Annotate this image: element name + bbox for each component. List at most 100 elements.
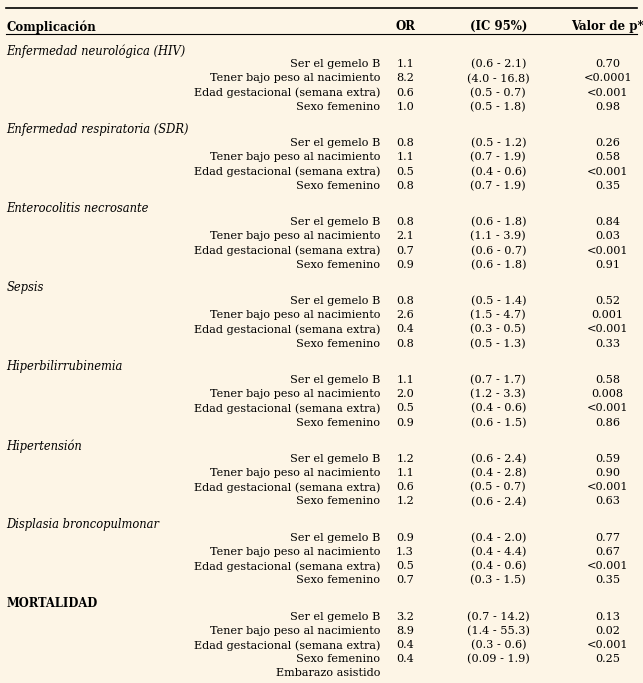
Text: Edad gestacional (semana extra): Edad gestacional (semana extra)	[194, 245, 381, 256]
Text: 2.1: 2.1	[396, 232, 414, 241]
Text: 0.98: 0.98	[595, 102, 620, 112]
Text: (0.7 - 14.2): (0.7 - 14.2)	[467, 612, 530, 622]
Text: 0.33: 0.33	[595, 339, 620, 348]
Text: 0.26: 0.26	[595, 138, 620, 148]
Text: 0.8: 0.8	[396, 138, 414, 148]
Text: (0.6 - 0.7): (0.6 - 0.7)	[471, 245, 526, 256]
Text: 0.13: 0.13	[595, 612, 620, 622]
Text: Sexo femenino: Sexo femenino	[296, 575, 381, 585]
Text: (0.3 - 0.5): (0.3 - 0.5)	[471, 324, 526, 335]
Text: Valor de p*: Valor de p*	[572, 20, 643, 33]
Text: 1.2: 1.2	[396, 454, 414, 464]
Text: Ser el gemelo B: Ser el gemelo B	[290, 217, 381, 227]
Text: 0.58: 0.58	[595, 375, 620, 385]
Text: 0.8: 0.8	[396, 217, 414, 227]
Text: 0.70: 0.70	[595, 59, 620, 69]
Text: <0.001: <0.001	[587, 482, 628, 492]
Text: (0.5 - 1.4): (0.5 - 1.4)	[471, 296, 526, 307]
Text: (0.3 - 1.5): (0.3 - 1.5)	[471, 575, 526, 586]
Text: Tener bajo peso al nacimiento: Tener bajo peso al nacimiento	[210, 152, 381, 163]
Text: Enterocolitis necrosante: Enterocolitis necrosante	[6, 202, 149, 215]
Text: (0.4 - 0.6): (0.4 - 0.6)	[471, 561, 526, 572]
Text: Ser el gemelo B: Ser el gemelo B	[290, 454, 381, 464]
Text: Sexo femenino: Sexo femenino	[296, 339, 381, 348]
Text: 0.02: 0.02	[595, 626, 620, 636]
Text: Ser el gemelo B: Ser el gemelo B	[290, 59, 381, 69]
Text: (0.4 - 4.4): (0.4 - 4.4)	[471, 547, 526, 557]
Text: Tener bajo peso al nacimiento: Tener bajo peso al nacimiento	[210, 389, 381, 399]
Text: (1.2 - 3.3): (1.2 - 3.3)	[471, 389, 526, 400]
Text: (IC 95%): (IC 95%)	[469, 20, 527, 33]
Text: (0.6 - 2.4): (0.6 - 2.4)	[471, 497, 526, 507]
Text: Hipertensión: Hipertensión	[6, 439, 82, 453]
Text: (0.5 - 1.8): (0.5 - 1.8)	[471, 102, 526, 112]
Text: 2.6: 2.6	[396, 310, 414, 320]
Text: 0.8: 0.8	[396, 296, 414, 306]
Text: 8.2: 8.2	[396, 74, 414, 83]
Text: 0.9: 0.9	[396, 533, 414, 543]
Text: Edad gestacional (semana extra): Edad gestacional (semana extra)	[194, 324, 381, 335]
Text: 0.9: 0.9	[396, 260, 414, 270]
Text: Sexo femenino: Sexo femenino	[296, 654, 381, 665]
Text: Ser el gemelo B: Ser el gemelo B	[290, 612, 381, 622]
Text: (0.4 - 2.8): (0.4 - 2.8)	[471, 468, 526, 478]
Text: Complicación: Complicación	[6, 20, 96, 33]
Text: (0.7 - 1.9): (0.7 - 1.9)	[471, 181, 526, 191]
Text: 0.6: 0.6	[396, 482, 414, 492]
Text: (0.5 - 0.7): (0.5 - 0.7)	[471, 482, 526, 492]
Text: 0.67: 0.67	[595, 547, 620, 557]
Text: Sexo femenino: Sexo femenino	[296, 102, 381, 112]
Text: 0.52: 0.52	[595, 296, 620, 306]
Text: 1.1: 1.1	[396, 468, 414, 478]
Text: 0.4: 0.4	[396, 654, 414, 665]
Text: <0.0001: <0.0001	[583, 74, 632, 83]
Text: (0.6 - 1.8): (0.6 - 1.8)	[471, 260, 526, 270]
Text: Edad gestacional (semana extra): Edad gestacional (semana extra)	[194, 87, 381, 98]
Text: 0.7: 0.7	[396, 245, 414, 255]
Text: MORTALIDAD: MORTALIDAD	[6, 597, 98, 610]
Text: 0.8: 0.8	[396, 339, 414, 348]
Text: <0.001: <0.001	[587, 87, 628, 98]
Text: (0.4 - 0.6): (0.4 - 0.6)	[471, 404, 526, 414]
Text: 1.1: 1.1	[396, 59, 414, 69]
Text: Sexo femenino: Sexo femenino	[296, 417, 381, 428]
Text: 0.58: 0.58	[595, 152, 620, 163]
Text: 0.4: 0.4	[396, 324, 414, 335]
Text: Tener bajo peso al nacimiento: Tener bajo peso al nacimiento	[210, 74, 381, 83]
Text: Displasia broncopulmonar: Displasia broncopulmonar	[6, 518, 159, 531]
Text: Tener bajo peso al nacimiento: Tener bajo peso al nacimiento	[210, 626, 381, 636]
Text: (0.7 - 1.9): (0.7 - 1.9)	[471, 152, 526, 163]
Text: (1.4 - 55.3): (1.4 - 55.3)	[467, 626, 530, 637]
Text: (0.6 - 2.1): (0.6 - 2.1)	[471, 59, 526, 70]
Text: 0.008: 0.008	[592, 389, 624, 399]
Text: 0.84: 0.84	[595, 217, 620, 227]
Text: 0.6: 0.6	[396, 87, 414, 98]
Text: 0.03: 0.03	[595, 232, 620, 241]
Text: 0.7: 0.7	[396, 575, 414, 585]
Text: <0.001: <0.001	[587, 640, 628, 650]
Text: <0.001: <0.001	[587, 167, 628, 177]
Text: 1.1: 1.1	[396, 375, 414, 385]
Text: 0.86: 0.86	[595, 417, 620, 428]
Text: 0.63: 0.63	[595, 497, 620, 507]
Text: 1.3: 1.3	[396, 547, 414, 557]
Text: Tener bajo peso al nacimiento: Tener bajo peso al nacimiento	[210, 468, 381, 478]
Text: (4.0 - 16.8): (4.0 - 16.8)	[467, 74, 530, 84]
Text: 0.5: 0.5	[396, 167, 414, 177]
Text: 0.5: 0.5	[396, 561, 414, 571]
Text: 0.25: 0.25	[595, 654, 620, 665]
Text: <0.001: <0.001	[587, 404, 628, 413]
Text: Sepsis: Sepsis	[6, 281, 44, 294]
Text: (0.4 - 2.0): (0.4 - 2.0)	[471, 533, 526, 543]
Text: Ser el gemelo B: Ser el gemelo B	[290, 138, 381, 148]
Text: 8.9: 8.9	[396, 626, 414, 636]
Text: Sexo femenino: Sexo femenino	[296, 181, 381, 191]
Text: Ser el gemelo B: Ser el gemelo B	[290, 533, 381, 543]
Text: Ser el gemelo B: Ser el gemelo B	[290, 296, 381, 306]
Text: (1.5 - 4.7): (1.5 - 4.7)	[471, 310, 526, 320]
Text: 2.0: 2.0	[396, 389, 414, 399]
Text: (0.6 - 2.4): (0.6 - 2.4)	[471, 454, 526, 464]
Text: 0.90: 0.90	[595, 468, 620, 478]
Text: <0.001: <0.001	[587, 561, 628, 571]
Text: (0.6 - 1.8): (0.6 - 1.8)	[471, 217, 526, 227]
